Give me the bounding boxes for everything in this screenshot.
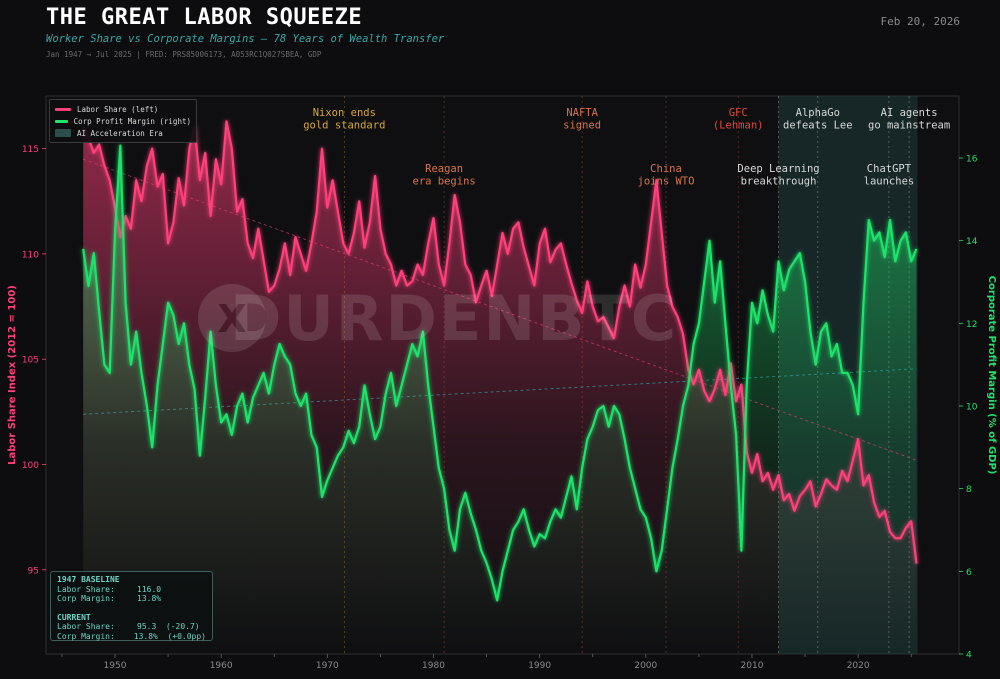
event-label: AlphaGo: [796, 107, 840, 119]
labor-share-line: [82, 120, 918, 564]
event-label: Reagan: [425, 163, 463, 175]
x-tick-label: 2020: [847, 661, 870, 671]
y-left-tick-label: 100: [22, 461, 39, 471]
y-left-tick-label: 110: [22, 250, 39, 260]
legend-item-margin: Corp Profit Margin (right): [55, 115, 191, 127]
current-labor-label: Labor Share:: [57, 622, 115, 631]
margin-trend-line: [83, 368, 917, 415]
baseline-margin-row: Corp Margin: 13.8%: [57, 594, 206, 604]
event-label: gold standard: [303, 120, 385, 132]
current-labor-value: 95.3 (-20.7): [137, 622, 200, 631]
baseline-margin-label: Corp Margin:: [57, 594, 115, 603]
y-right-tick-label: 6: [966, 568, 972, 578]
x-tick-label: 2010: [741, 661, 764, 671]
y-right-tick-label: 10: [966, 403, 978, 413]
event-label: breakthrough: [741, 176, 817, 188]
legend-swatch-margin: [55, 119, 68, 123]
event-label: Nixon ends: [313, 107, 376, 119]
labor-trend-line: [83, 158, 917, 461]
profit-margin-line: [82, 144, 918, 602]
event-label: era begins: [413, 176, 476, 188]
baseline-title: 1947 BASELINE: [57, 575, 120, 584]
legend-label-labor: Labor Share (left): [77, 104, 159, 114]
x-tick-label: 1960: [210, 661, 233, 671]
event-label: go mainstream: [868, 120, 950, 132]
profit-margin-area: [83, 145, 917, 654]
event-label: AI agents: [881, 107, 938, 119]
baseline-labor-value: 116.0: [137, 584, 162, 594]
watermark-text: DURDENBTC: [230, 282, 678, 355]
chart-title: THE GREAT LABOR SQUEEZE: [46, 5, 363, 30]
series-lines: [82, 120, 918, 602]
y-axis-right-label: Corporate Profit Margin (% of GDP): [986, 276, 997, 475]
event-label: launches: [864, 176, 915, 188]
chart-subtitle: Worker Share vs Corporate Margins — 78 Y…: [46, 33, 445, 45]
baseline-margin-value: 13.8%: [137, 594, 162, 603]
series-areas: [83, 121, 917, 655]
x-logo-icon: X: [198, 284, 266, 352]
y-axis-right: 4 6 8 10 12 14 16: [959, 155, 978, 661]
x-tick-label: 1980: [422, 661, 445, 671]
y-left-tick-label: 95: [28, 566, 39, 576]
stats-box: 1947 BASELINE Labor Share: 116.0 Corp Ma…: [50, 571, 213, 641]
legend-swatch-ai-era: [55, 129, 71, 137]
legend-label-margin: Corp Profit Margin (right): [73, 116, 191, 126]
y-left-tick-label: 115: [22, 145, 39, 155]
x-tick-label: 1970: [316, 661, 339, 671]
event-label: ChatGPT: [867, 163, 912, 175]
legend-item-ai-era: AI Acceleration Era: [55, 127, 191, 139]
y-right-tick-label: 16: [966, 155, 978, 165]
current-labor-row: Labor Share: 95.3 (-20.7): [57, 622, 206, 632]
y-right-tick-label: 14: [966, 237, 978, 247]
event-label: Deep Learning: [737, 163, 819, 175]
publish-date: Feb 20, 2026: [880, 15, 960, 28]
event-label: defeats Lee: [783, 120, 853, 132]
x-tick-label: 1950: [104, 661, 127, 671]
event-label: China: [650, 163, 682, 175]
event-label: NAFTA: [566, 107, 598, 119]
y-right-tick-label: 8: [966, 485, 972, 495]
current-title: CURRENT: [57, 612, 91, 622]
baseline-labor-label: Labor Share:: [57, 584, 115, 594]
y-right-tick-label: 12: [966, 320, 977, 330]
y-axis-left: 95 100 105 110 115: [22, 145, 46, 576]
event-label: joins WTO: [638, 176, 695, 188]
y-left-tick-label: 105: [22, 356, 39, 366]
current-margin-value: 13.8% (+0.0pp): [133, 631, 206, 641]
event-label: (Lehman): [713, 120, 764, 132]
legend-swatch-labor: [55, 107, 71, 111]
legend-label-ai-era: AI Acceleration Era: [77, 128, 163, 138]
event-label: signed: [563, 120, 601, 132]
chart-legend: Labor Share (left) Corp Profit Margin (r…: [49, 99, 197, 143]
legend-item-labor: Labor Share (left): [55, 103, 191, 115]
data-source-note: Jan 1947 → Jul 2025 | FRED: PRS85006173,…: [46, 50, 322, 59]
current-margin-label: Corp Margin:: [57, 631, 115, 641]
x-tick-label: 2000: [634, 661, 657, 671]
current-margin-row: Corp Margin: 13.8% (+0.0pp): [57, 632, 206, 642]
baseline-labor-row: Labor Share: 116.0: [57, 585, 206, 595]
y-axis-left-label: Labor Share Index (2012 = 100): [7, 285, 18, 465]
event-label: GFC: [729, 107, 748, 119]
x-tick-label: 1990: [528, 661, 551, 671]
x-axis: 1950 1960 1970 1980 1990 2000 2010 2020: [61, 654, 912, 671]
y-right-tick-label: 4: [966, 651, 972, 661]
svg-text:X: X: [217, 297, 246, 341]
